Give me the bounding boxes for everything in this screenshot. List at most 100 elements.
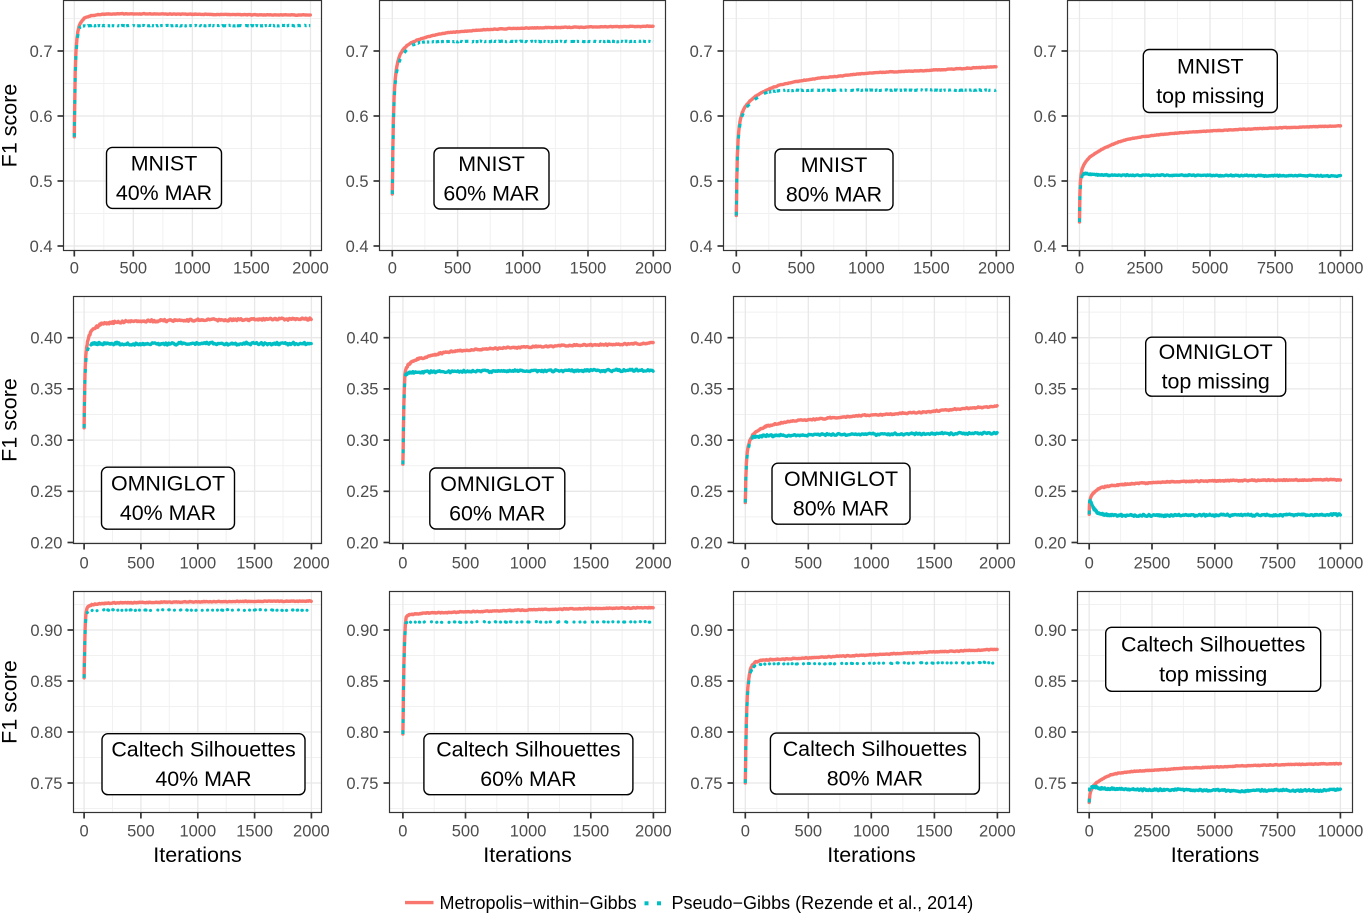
- svg-text:5000: 5000: [1192, 259, 1229, 277]
- svg-text:1000: 1000: [179, 554, 216, 572]
- svg-text:Iterations: Iterations: [827, 843, 915, 867]
- svg-text:Caltech Silhouettes: Caltech Silhouettes: [436, 738, 620, 762]
- svg-text:0.6: 0.6: [1034, 108, 1057, 126]
- svg-text:2000: 2000: [635, 554, 672, 572]
- svg-text:7500: 7500: [1259, 554, 1296, 572]
- svg-text:7500: 7500: [1257, 259, 1294, 277]
- svg-text:0.90: 0.90: [346, 622, 378, 640]
- svg-text:Metropolis−within−Gibbs: Metropolis−within−Gibbs: [440, 893, 637, 913]
- svg-text:0.4: 0.4: [1034, 238, 1057, 256]
- svg-text:MNIST: MNIST: [458, 152, 525, 176]
- svg-text:1000: 1000: [510, 554, 547, 572]
- svg-text:0.20: 0.20: [690, 534, 722, 552]
- svg-text:F1 score: F1 score: [0, 84, 22, 168]
- svg-text:0.30: 0.30: [1034, 432, 1066, 450]
- svg-text:2000: 2000: [635, 259, 672, 277]
- svg-text:0.80: 0.80: [1034, 724, 1066, 742]
- svg-text:1500: 1500: [236, 554, 273, 572]
- svg-text:0: 0: [398, 822, 407, 840]
- svg-text:top missing: top missing: [1156, 84, 1264, 108]
- svg-text:0.6: 0.6: [30, 108, 53, 126]
- svg-text:OMNIGLOT: OMNIGLOT: [111, 472, 225, 496]
- svg-text:2000: 2000: [979, 554, 1016, 572]
- svg-text:OMNIGLOT: OMNIGLOT: [784, 467, 898, 491]
- svg-text:Iterations: Iterations: [1171, 843, 1259, 867]
- svg-text:1500: 1500: [913, 259, 950, 277]
- svg-text:0.4: 0.4: [690, 238, 713, 256]
- svg-text:0.80: 0.80: [346, 724, 378, 742]
- svg-text:1000: 1000: [179, 822, 216, 840]
- svg-text:2000: 2000: [978, 259, 1015, 277]
- svg-text:10000: 10000: [1317, 554, 1363, 572]
- svg-text:Pseudo−Gibbs (Rezende et al.,: Pseudo−Gibbs (Rezende et al., 2014): [672, 893, 974, 913]
- svg-text:5000: 5000: [1196, 554, 1233, 572]
- svg-text:0.20: 0.20: [30, 534, 62, 552]
- svg-text:500: 500: [795, 822, 823, 840]
- svg-text:F1 score: F1 score: [0, 378, 22, 462]
- svg-text:0.5: 0.5: [690, 173, 713, 191]
- svg-text:0.5: 0.5: [1034, 173, 1057, 191]
- svg-text:0.80: 0.80: [30, 724, 62, 742]
- svg-text:0: 0: [1075, 259, 1084, 277]
- svg-text:500: 500: [127, 554, 155, 572]
- svg-text:2000: 2000: [635, 822, 672, 840]
- svg-text:Caltech Silhouettes: Caltech Silhouettes: [783, 737, 967, 761]
- svg-text:0.35: 0.35: [346, 381, 378, 399]
- svg-text:1000: 1000: [174, 259, 211, 277]
- svg-text:0.25: 0.25: [690, 483, 722, 501]
- svg-text:0.25: 0.25: [1034, 483, 1066, 501]
- svg-text:7500: 7500: [1259, 822, 1296, 840]
- svg-text:0.7: 0.7: [1034, 43, 1057, 61]
- svg-text:0.40: 0.40: [30, 330, 62, 348]
- svg-text:0.90: 0.90: [30, 622, 62, 640]
- svg-text:0.85: 0.85: [346, 673, 378, 691]
- svg-text:60% MAR: 60% MAR: [449, 502, 545, 526]
- svg-text:0.75: 0.75: [30, 775, 62, 793]
- svg-text:0.30: 0.30: [30, 432, 62, 450]
- svg-text:0.75: 0.75: [1034, 775, 1066, 793]
- svg-text:80% MAR: 80% MAR: [827, 767, 923, 791]
- svg-text:2500: 2500: [1134, 822, 1171, 840]
- svg-text:0.20: 0.20: [1034, 534, 1066, 552]
- svg-text:0.20: 0.20: [346, 534, 378, 552]
- svg-text:0: 0: [388, 259, 397, 277]
- svg-text:top missing: top missing: [1162, 370, 1270, 394]
- svg-text:40% MAR: 40% MAR: [120, 501, 216, 525]
- svg-text:Caltech Silhouettes: Caltech Silhouettes: [1121, 633, 1305, 657]
- svg-text:1000: 1000: [504, 259, 541, 277]
- svg-text:500: 500: [788, 259, 816, 277]
- svg-text:0: 0: [80, 822, 89, 840]
- svg-text:0: 0: [1085, 822, 1094, 840]
- svg-text:5000: 5000: [1196, 822, 1233, 840]
- svg-text:0: 0: [741, 554, 750, 572]
- svg-text:OMNIGLOT: OMNIGLOT: [1159, 340, 1273, 364]
- svg-text:0: 0: [80, 554, 89, 572]
- svg-text:0.35: 0.35: [1034, 381, 1066, 399]
- svg-text:1500: 1500: [236, 822, 273, 840]
- svg-text:500: 500: [127, 822, 155, 840]
- svg-text:1500: 1500: [916, 554, 953, 572]
- svg-text:0.90: 0.90: [690, 622, 722, 640]
- svg-text:500: 500: [120, 259, 148, 277]
- svg-text:Caltech Silhouettes: Caltech Silhouettes: [111, 738, 295, 762]
- svg-text:Iterations: Iterations: [153, 843, 241, 867]
- svg-text:0.25: 0.25: [346, 483, 378, 501]
- svg-text:1000: 1000: [853, 554, 890, 572]
- svg-text:0: 0: [1085, 554, 1094, 572]
- svg-text:500: 500: [452, 554, 480, 572]
- svg-text:0.4: 0.4: [30, 238, 53, 256]
- svg-text:0.85: 0.85: [690, 673, 722, 691]
- svg-text:0.5: 0.5: [30, 173, 53, 191]
- svg-text:2000: 2000: [293, 554, 330, 572]
- svg-text:60% MAR: 60% MAR: [480, 767, 576, 791]
- svg-text:40% MAR: 40% MAR: [116, 181, 212, 205]
- svg-text:2000: 2000: [293, 822, 330, 840]
- svg-text:MNIST: MNIST: [1177, 54, 1244, 78]
- svg-text:0.40: 0.40: [346, 330, 378, 348]
- svg-text:2000: 2000: [292, 259, 329, 277]
- svg-text:1500: 1500: [233, 259, 270, 277]
- svg-text:1500: 1500: [916, 822, 953, 840]
- svg-text:OMNIGLOT: OMNIGLOT: [440, 472, 554, 496]
- svg-text:40% MAR: 40% MAR: [155, 767, 251, 791]
- svg-text:80% MAR: 80% MAR: [786, 183, 882, 207]
